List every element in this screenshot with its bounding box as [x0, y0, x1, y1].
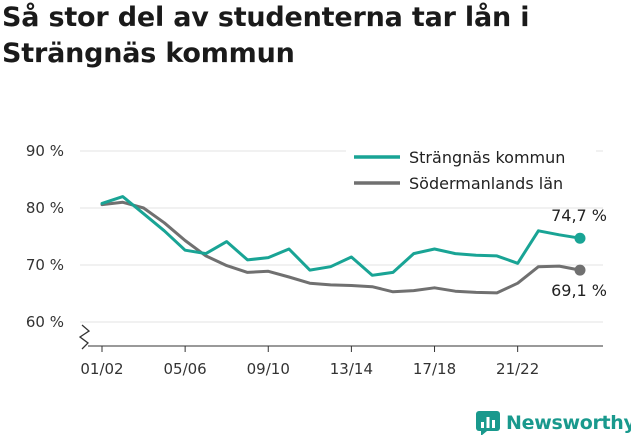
x-tick-label: 05/06 — [164, 360, 207, 378]
series-line — [100, 195, 582, 277]
brand-name: Newsworthy — [506, 412, 631, 434]
axis-break-icon — [78, 324, 91, 350]
series-end-point — [574, 264, 586, 276]
legend: Strängnäs kommun Södermanlands län — [346, 145, 596, 195]
x-tick-label: 17/18 — [413, 360, 456, 378]
series-end-point — [574, 232, 586, 244]
y-tick-label: 90 % — [26, 142, 64, 160]
x-axis: 01/02 05/06 09/10 13/14 17/18 21/22 — [78, 324, 603, 378]
y-tick-label: 80 % — [26, 199, 64, 217]
legend-label: Strängnäs kommun — [409, 148, 565, 167]
x-tick-label: 21/22 — [496, 360, 539, 378]
legend-label: Södermanlands län — [409, 174, 563, 193]
chart-title: Så stor del av studenterna tar lån i Str… — [2, 2, 530, 69]
end-value-label: 69,1 % — [551, 281, 607, 300]
y-tick-label: 70 % — [26, 256, 64, 274]
series-lines — [100, 195, 586, 295]
x-tick-label: 09/10 — [247, 360, 290, 378]
y-tick-label: 60 % — [26, 313, 64, 331]
end-labels: 74,7 % 69,1 % — [551, 206, 607, 300]
bar-chart-icon — [476, 411, 500, 435]
end-value-label: 74,7 % — [551, 206, 607, 225]
y-axis-ticks: 60 % 70 % 80 % 90 % — [26, 142, 64, 331]
series-line — [100, 200, 582, 295]
brand-logo: Newsworthy — [476, 408, 631, 438]
x-tick-label: 13/14 — [330, 360, 373, 378]
x-tick-label: 01/02 — [80, 360, 123, 378]
